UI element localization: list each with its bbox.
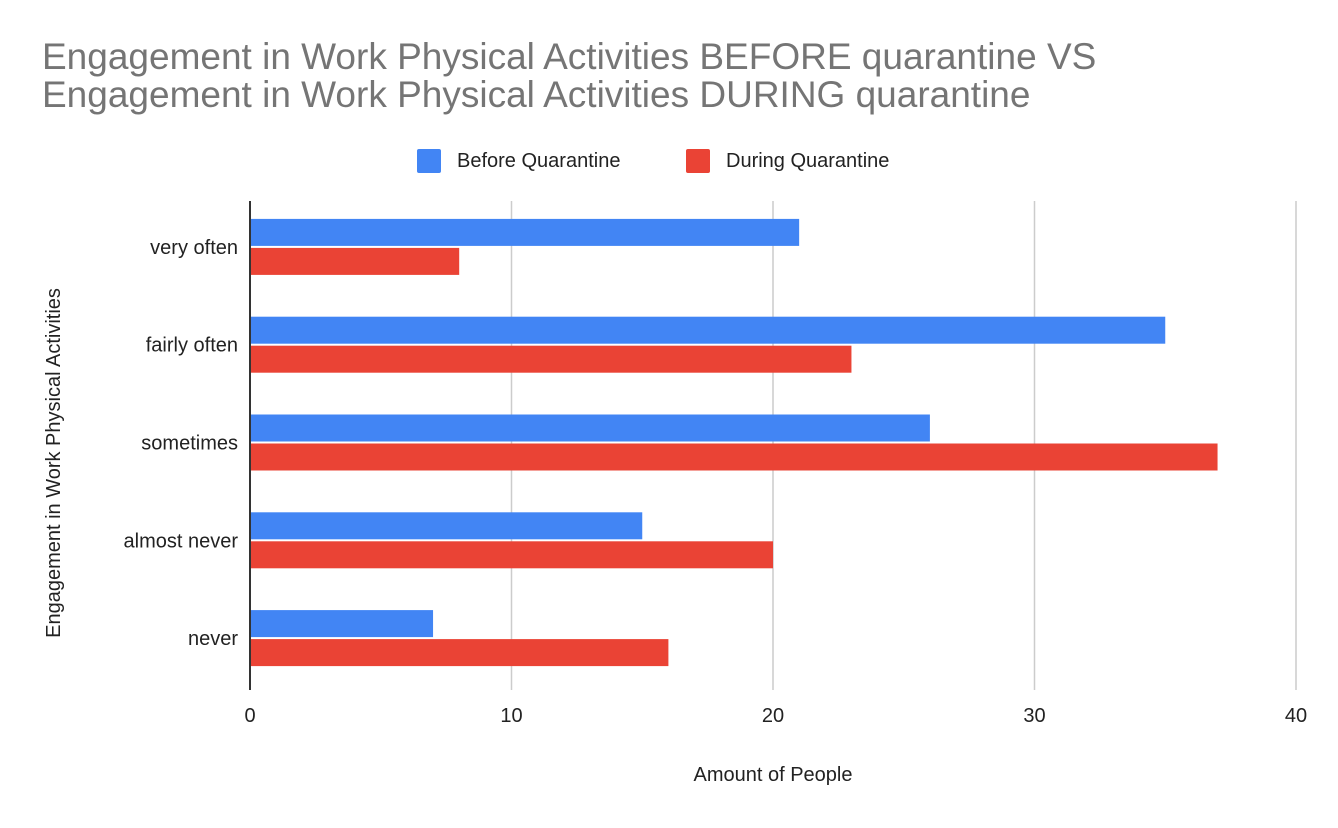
bar-during-almost-never: [250, 541, 773, 569]
legend: Before Quarantine During Quarantine: [417, 149, 889, 173]
x-tick-label: 0: [244, 705, 255, 727]
legend-label-during: During Quarantine: [726, 150, 889, 172]
legend-swatch-before: [417, 149, 441, 173]
bar-during-never: [250, 639, 669, 667]
bar-during-fairly-often: [250, 345, 852, 373]
bars: [250, 218, 1218, 667]
y-axis-title: Engagement in Work Physical Activities: [43, 288, 65, 638]
category-label: never: [188, 628, 238, 650]
bar-before-never: [250, 610, 434, 638]
category-label: very often: [150, 237, 238, 259]
x-tick-label: 30: [1023, 705, 1045, 727]
category-label: fairly often: [146, 335, 238, 357]
bar-during-very-often: [250, 247, 460, 275]
category-label: almost never: [124, 530, 239, 552]
x-tick-label: 10: [500, 705, 522, 727]
legend-label-before: Before Quarantine: [457, 150, 620, 172]
bar-before-very-often: [250, 218, 800, 246]
x-tick-label: 40: [1285, 705, 1307, 727]
x-axis-title: Amount of People: [694, 764, 853, 786]
bar-before-sometimes: [250, 414, 930, 442]
chart-title: Engagement in Work Physical Activities B…: [42, 38, 1302, 114]
x-tick-label: 20: [762, 705, 784, 727]
bar-during-sometimes: [250, 443, 1218, 471]
legend-swatch-during: [686, 149, 710, 173]
chart-title-line-2: Engagement in Work Physical Activities D…: [42, 74, 1031, 115]
category-label: sometimes: [141, 433, 238, 455]
x-tick-labels: 0 10 20 30 40: [244, 705, 1307, 727]
bar-before-almost-never: [250, 512, 643, 540]
bar-before-fairly-often: [250, 316, 1166, 344]
category-labels: very often fairly often sometimes almost ne…: [124, 237, 239, 650]
chart-title-line-1: Engagement in Work Physical Activities B…: [42, 36, 1097, 77]
